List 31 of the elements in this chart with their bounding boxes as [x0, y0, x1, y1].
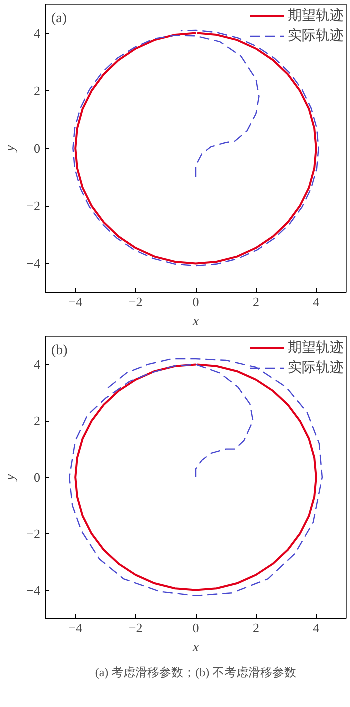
x-axis-title: x	[192, 314, 200, 330]
x-tick-label: 4	[313, 294, 320, 310]
annotation: (b)	[52, 344, 68, 358]
y-tick-label: 2	[34, 83, 40, 98]
x-tick-label: −4	[68, 620, 84, 636]
y-tick-label: 4	[34, 26, 41, 41]
y-tick-label: 2	[34, 414, 40, 429]
y-axis-title: y	[4, 144, 19, 154]
text: (a) 考虑滑移参数；(b) 不考虑滑移参数	[95, 666, 297, 680]
x-tick-label: 2	[252, 294, 260, 310]
annotation: (a)	[52, 12, 68, 26]
x-tick-label: 0	[192, 620, 200, 636]
x-tick-label: 0	[192, 294, 200, 310]
y-axis-title: y	[4, 474, 19, 483]
y-tick-label: 0	[34, 141, 40, 156]
x-tick-label: −4	[68, 294, 84, 310]
y-tick-label: −2	[26, 526, 41, 542]
legend-label: 实际轨迹	[288, 359, 344, 377]
x-tick-label: 4	[313, 620, 320, 636]
x-axis-title: x	[192, 640, 200, 656]
y-tick-label: 0	[34, 470, 40, 485]
legend-label: 实际轨迹	[288, 27, 344, 45]
legend-label: 期望轨迹	[288, 339, 344, 357]
x-tick-label: −2	[128, 294, 143, 310]
y-tick-label: −4	[26, 582, 41, 598]
y-tick-label: −4	[26, 256, 41, 272]
y-tick-label: 4	[34, 357, 41, 372]
y-tick-label: −2	[26, 198, 41, 214]
x-tick-label: 2	[252, 620, 260, 636]
x-tick-label: −2	[128, 620, 143, 636]
legend-label: 期望轨迹	[288, 7, 344, 25]
